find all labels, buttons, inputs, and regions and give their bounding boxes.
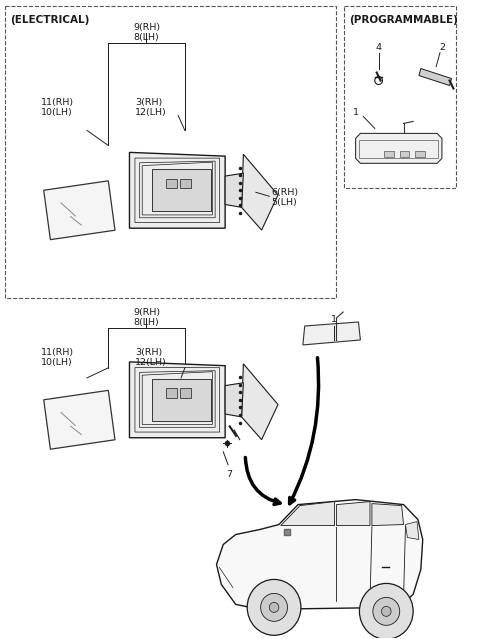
Text: (ELECTRICAL): (ELECTRICAL) [10, 15, 90, 25]
Polygon shape [225, 383, 243, 417]
Circle shape [261, 594, 288, 621]
Polygon shape [130, 362, 225, 438]
Polygon shape [130, 152, 225, 228]
Polygon shape [152, 169, 212, 211]
Bar [344, 6, 456, 189]
FancyArrowPatch shape [289, 358, 319, 504]
Text: 1: 1 [353, 109, 359, 118]
Text: 5(LH): 5(LH) [271, 198, 297, 207]
Text: 10(LH): 10(LH) [41, 109, 73, 118]
Text: 2: 2 [439, 43, 445, 52]
Circle shape [382, 606, 391, 617]
Text: 10(LH): 10(LH) [41, 358, 73, 367]
Text: 3(RH): 3(RH) [135, 348, 162, 357]
Circle shape [360, 583, 413, 639]
Bar [415, 151, 425, 157]
Text: 7: 7 [226, 470, 232, 479]
Bar [166, 389, 177, 398]
FancyArrowPatch shape [245, 458, 280, 504]
Polygon shape [303, 322, 360, 345]
Bar [166, 179, 177, 189]
Bar [180, 389, 191, 398]
Polygon shape [281, 502, 335, 525]
Polygon shape [44, 390, 115, 449]
Text: 12(LH): 12(LH) [135, 109, 167, 118]
Text: 8(LH): 8(LH) [133, 318, 159, 327]
Polygon shape [241, 364, 278, 440]
Polygon shape [406, 521, 419, 539]
Bar [5, 6, 336, 298]
Bar [400, 151, 409, 157]
Text: 11(RH): 11(RH) [41, 348, 74, 357]
Circle shape [269, 603, 279, 612]
Text: 3(RH): 3(RH) [135, 98, 162, 107]
Text: 1: 1 [331, 315, 336, 324]
Polygon shape [372, 504, 404, 525]
Text: 12(LH): 12(LH) [135, 358, 167, 367]
Bar [180, 179, 191, 189]
Polygon shape [419, 68, 452, 86]
Polygon shape [336, 502, 370, 525]
Polygon shape [225, 173, 243, 207]
Polygon shape [44, 181, 115, 240]
Polygon shape [241, 154, 278, 230]
Bar [384, 151, 394, 157]
Text: 9(RH): 9(RH) [133, 308, 160, 317]
Text: (PROGRAMMABLE): (PROGRAMMABLE) [349, 15, 458, 25]
Text: 11(RH): 11(RH) [41, 98, 74, 107]
Text: 6(RH): 6(RH) [271, 189, 298, 197]
Polygon shape [152, 379, 212, 420]
Circle shape [373, 597, 400, 626]
Polygon shape [356, 134, 442, 164]
Text: 4: 4 [376, 43, 382, 52]
Text: 9(RH): 9(RH) [133, 22, 160, 32]
Circle shape [247, 580, 301, 635]
Text: 8(LH): 8(LH) [133, 33, 159, 42]
Polygon shape [216, 500, 423, 610]
